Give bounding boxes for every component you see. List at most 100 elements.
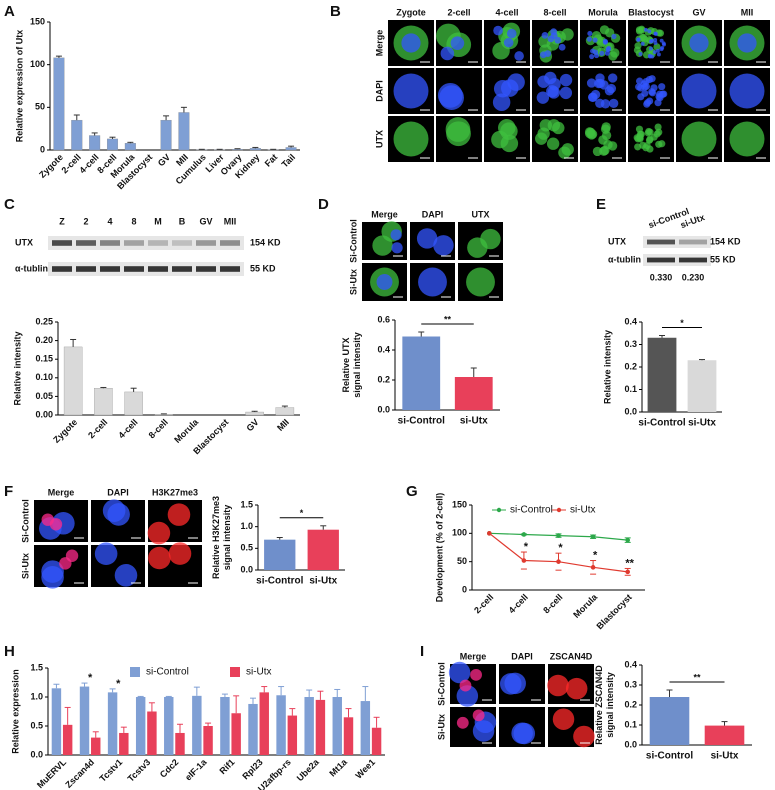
image-column-label: UTX bbox=[472, 209, 490, 219]
y-axis-label: signal intensity bbox=[605, 672, 615, 738]
bar bbox=[107, 692, 118, 755]
y-tick-label: 0.0 bbox=[30, 749, 43, 759]
image-row-label: Si-Utx bbox=[20, 553, 30, 579]
cell-stain bbox=[94, 542, 118, 566]
image-column-label: Blastocyst bbox=[628, 7, 674, 17]
cell-stain bbox=[573, 725, 595, 748]
size-label: 154 KD bbox=[710, 236, 741, 246]
cell-stain bbox=[544, 71, 557, 85]
point bbox=[556, 559, 561, 564]
x-tick-label: si-Control bbox=[398, 416, 445, 427]
cell-stain bbox=[558, 146, 571, 159]
x-tick-label: Ube2a bbox=[295, 756, 322, 783]
y-tick-label: 100 bbox=[30, 59, 45, 69]
panel-letter: D bbox=[318, 196, 329, 213]
cell-stain bbox=[391, 242, 403, 254]
cell-stain bbox=[653, 41, 658, 45]
x-tick-label: GV bbox=[156, 152, 172, 168]
cell-stain bbox=[648, 46, 653, 51]
cell-stain bbox=[681, 73, 717, 109]
x-tick-label: GV bbox=[244, 417, 260, 433]
cell-stain bbox=[634, 143, 642, 151]
y-tick-label: 1.0 bbox=[30, 691, 43, 701]
lane-label: MII bbox=[224, 216, 237, 226]
cell-stain bbox=[636, 37, 641, 42]
x-tick-label: 2-cell bbox=[472, 592, 495, 615]
bar bbox=[91, 737, 101, 755]
cell-stain bbox=[503, 37, 514, 48]
cell-stain bbox=[446, 121, 471, 147]
x-tick-label: Morula bbox=[172, 416, 201, 445]
cell-stain bbox=[635, 27, 644, 35]
cell-stain bbox=[659, 47, 664, 52]
point bbox=[625, 569, 630, 575]
protein-label: UTX bbox=[15, 237, 33, 247]
y-tick-label: 150 bbox=[30, 16, 45, 26]
cell-stain bbox=[547, 86, 560, 99]
cell-stain bbox=[594, 78, 604, 89]
legend-label: si-Control bbox=[510, 505, 553, 516]
x-tick-label: Zygote bbox=[51, 417, 79, 445]
cell-stain bbox=[514, 51, 524, 61]
y-tick-label: 0.2 bbox=[624, 361, 637, 371]
y-tick-label: 0.0 bbox=[624, 406, 637, 416]
image-column-label: 8-cell bbox=[543, 7, 566, 17]
y-tick-label: 0.05 bbox=[35, 391, 53, 401]
image-column-label: DAPI bbox=[422, 209, 444, 219]
x-tick-label: si-Control bbox=[646, 751, 693, 762]
point bbox=[590, 565, 596, 570]
bar bbox=[135, 697, 146, 755]
image-column-label: 4-cell bbox=[495, 7, 518, 17]
cell-stain bbox=[493, 25, 503, 36]
bar bbox=[343, 717, 354, 755]
x-tick-label: Morula bbox=[571, 591, 600, 620]
x-tick-label: Zscan4d bbox=[63, 757, 96, 790]
y-axis-label: Relative UTX bbox=[341, 337, 351, 392]
image-row-label: Si-Control bbox=[348, 219, 358, 263]
bar bbox=[175, 732, 185, 755]
y-tick-label: 0.20 bbox=[35, 335, 53, 345]
cell-stain bbox=[609, 98, 619, 109]
y-tick-label: 0.15 bbox=[35, 354, 53, 364]
lane-label: M bbox=[154, 216, 162, 226]
x-tick-label: Fat bbox=[263, 152, 280, 169]
cell-stain bbox=[656, 52, 661, 57]
cell-stain bbox=[606, 45, 612, 52]
y-tick-label: 1.5 bbox=[30, 662, 43, 672]
panel-letter: B bbox=[330, 3, 341, 20]
y-tick-label: 0 bbox=[462, 584, 467, 594]
legend-marker bbox=[556, 507, 562, 513]
bar bbox=[51, 688, 62, 755]
y-tick-label: 0.2 bbox=[624, 699, 637, 709]
cell-stain bbox=[600, 124, 611, 134]
cell-stain bbox=[390, 229, 402, 241]
y-axis-label: Relative ZSCAN4D bbox=[594, 665, 604, 745]
cell-stain bbox=[416, 228, 438, 249]
size-label: 55 KD bbox=[710, 254, 736, 264]
significance-label: ** bbox=[444, 314, 452, 324]
lane-label: 8 bbox=[131, 216, 136, 226]
cell-stain bbox=[376, 274, 393, 290]
x-tick-label: 4-cell bbox=[116, 417, 139, 440]
blot-band bbox=[148, 266, 168, 272]
blot-band bbox=[647, 239, 675, 245]
cell-stain bbox=[433, 235, 454, 256]
cell-stain bbox=[114, 564, 138, 587]
y-tick-label: 0.4 bbox=[624, 659, 637, 669]
cell-stain bbox=[148, 546, 171, 570]
cell-stain bbox=[492, 42, 510, 60]
blot-band bbox=[148, 240, 168, 246]
y-tick-label: 0.10 bbox=[35, 372, 53, 382]
y-tick-label: 0.1 bbox=[624, 719, 637, 729]
x-tick-label: Rpl23 bbox=[240, 757, 264, 781]
legend-marker bbox=[496, 507, 502, 513]
cell-stain bbox=[661, 41, 666, 46]
y-tick-label: 1.0 bbox=[240, 521, 253, 531]
point bbox=[521, 532, 527, 537]
cell-stain bbox=[653, 130, 661, 138]
cell-stain bbox=[541, 31, 549, 39]
x-tick-label: Rif1 bbox=[218, 757, 237, 776]
image-column-label: 2-cell bbox=[447, 7, 470, 17]
cell-stain bbox=[729, 73, 765, 109]
y-axis-label: Relative intensity bbox=[602, 330, 612, 404]
